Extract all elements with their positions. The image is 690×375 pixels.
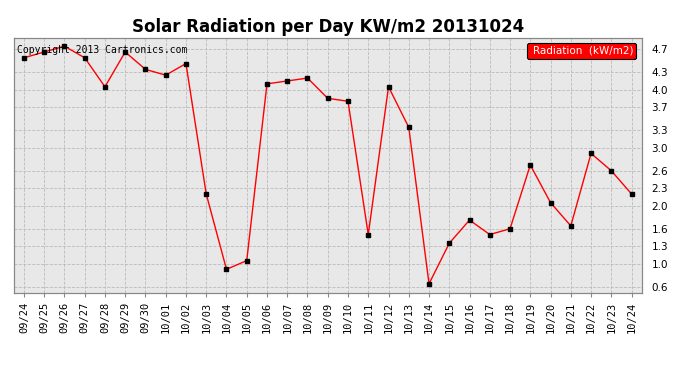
Title: Solar Radiation per Day KW/m2 20131024: Solar Radiation per Day KW/m2 20131024 — [132, 18, 524, 36]
Text: Copyright 2013 Cartronics.com: Copyright 2013 Cartronics.com — [17, 45, 187, 55]
Legend: Radiation  (kW/m2): Radiation (kW/m2) — [526, 43, 636, 59]
